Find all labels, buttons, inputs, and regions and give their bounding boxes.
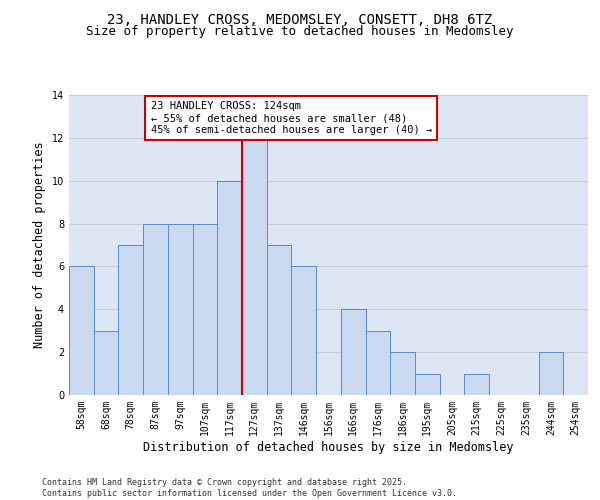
Text: 23, HANDLEY CROSS, MEDOMSLEY, CONSETT, DH8 6TZ: 23, HANDLEY CROSS, MEDOMSLEY, CONSETT, D… [107,12,493,26]
Text: Contains HM Land Registry data © Crown copyright and database right 2025.
Contai: Contains HM Land Registry data © Crown c… [42,478,457,498]
Bar [217,180,242,395]
Bar [193,224,217,395]
X-axis label: Distribution of detached houses by size in Medomsley: Distribution of detached houses by size … [143,440,514,454]
Bar [94,330,118,395]
Bar [539,352,563,395]
Bar [390,352,415,395]
Bar [341,310,365,395]
Bar [118,245,143,395]
Bar [365,330,390,395]
Bar [267,245,292,395]
Bar [168,224,193,395]
Bar [242,138,267,395]
Y-axis label: Number of detached properties: Number of detached properties [33,142,46,348]
Text: 23 HANDLEY CROSS: 124sqm
← 55% of detached houses are smaller (48)
45% of semi-d: 23 HANDLEY CROSS: 124sqm ← 55% of detach… [151,102,432,134]
Bar [415,374,440,395]
Bar [292,266,316,395]
Bar [464,374,489,395]
Bar [69,266,94,395]
Bar [143,224,168,395]
Text: Size of property relative to detached houses in Medomsley: Size of property relative to detached ho… [86,25,514,38]
